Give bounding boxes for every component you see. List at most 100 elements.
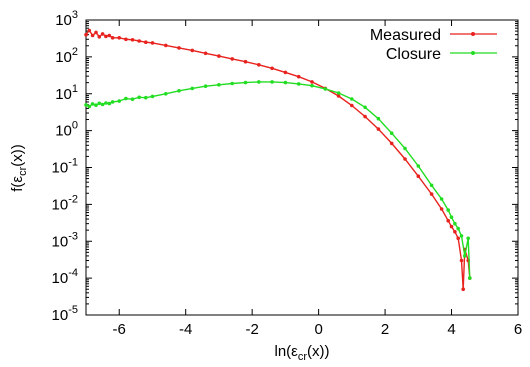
data-point-measured: [150, 41, 155, 45]
data-point-closure: [350, 97, 354, 101]
y-tick-label: 10-1: [52, 157, 78, 177]
data-point-closure: [164, 92, 168, 96]
data-point-measured: [459, 258, 464, 263]
tick-marks: [86, 19, 519, 316]
y-tick-label: 100: [55, 120, 78, 140]
data-point-measured: [461, 287, 466, 292]
data-point-closure: [190, 86, 195, 91]
data-point-measured: [310, 80, 314, 84]
data-point-closure: [416, 164, 421, 168]
x-tick-label: -6: [113, 321, 126, 338]
data-point-closure: [137, 95, 141, 100]
legend-label-closure: Closure: [386, 46, 441, 63]
data-point-closure: [453, 221, 457, 226]
data-point-closure: [376, 116, 381, 121]
series-layer: [84, 28, 472, 292]
data-point-closure: [90, 102, 95, 106]
data-point-measured: [453, 230, 457, 234]
data-point-measured: [100, 32, 105, 36]
data-point-measured: [107, 33, 112, 38]
data-point-closure: [403, 146, 407, 151]
data-point-closure: [468, 276, 472, 280]
data-point-measured: [429, 192, 434, 196]
y-tick-label: 10-2: [52, 193, 78, 213]
data-point-closure: [203, 84, 208, 88]
data-point-closure: [243, 80, 248, 85]
data-point-closure: [144, 95, 148, 100]
data-point-measured: [296, 74, 301, 79]
data-point-measured: [389, 141, 394, 146]
data-point-closure: [217, 83, 221, 87]
data-point-closure: [110, 100, 115, 104]
data-point-measured: [124, 37, 128, 42]
data-point-measured: [456, 236, 461, 241]
data-point-closure: [87, 104, 92, 109]
legend-marker-measured: [471, 32, 475, 36]
x-tick-label: 2: [381, 321, 389, 338]
data-point-measured: [270, 66, 274, 71]
data-point-measured: [164, 43, 168, 48]
data-point-closure: [336, 91, 341, 95]
data-point-closure: [104, 101, 108, 105]
data-point-closure: [94, 103, 98, 107]
data-point-measured: [336, 94, 341, 98]
x-tick-label: 4: [447, 321, 455, 338]
data-point-closure: [296, 82, 301, 86]
data-point-closure: [389, 131, 394, 135]
data-point-measured: [350, 103, 354, 108]
series-line-measured: [85, 29, 471, 290]
data-point-measured: [217, 54, 221, 58]
data-point-measured: [403, 157, 407, 161]
data-point-measured: [257, 63, 261, 67]
data-point-closure: [429, 183, 434, 188]
y-tick-label: 102: [55, 46, 78, 66]
data-point-measured: [230, 57, 234, 61]
data-point-closure: [117, 99, 121, 103]
data-point-measured: [363, 114, 367, 119]
data-point-measured: [97, 35, 102, 39]
tick-labels: -6 -4 -2 0 2 4 6 10-5 10-4 10-3 10-2 10-1 100 101 102 1…: [52, 9, 523, 338]
data-point-measured: [177, 46, 181, 50]
y-tick-label: 103: [55, 9, 78, 29]
data-point-measured: [446, 218, 451, 223]
series-line-closure: [85, 81, 471, 279]
plot-frame: [85, 19, 519, 316]
data-point-closure: [463, 254, 467, 258]
data-point-measured: [94, 30, 98, 35]
x-axis-title: ln(εcr(x)): [274, 343, 329, 363]
data-point-closure: [449, 215, 454, 219]
data-point-closure: [459, 234, 464, 238]
data-point-closure: [456, 226, 461, 231]
data-point-closure: [323, 87, 328, 91]
data-point-closure: [310, 83, 314, 88]
data-point-closure: [124, 96, 128, 101]
y-tick-label: 10-5: [52, 304, 78, 324]
y-tick-label: 10-4: [52, 267, 78, 287]
y-tick-label: 101: [55, 83, 78, 103]
data-point-closure: [446, 208, 451, 212]
data-point-measured: [416, 174, 421, 178]
data-point-closure: [230, 81, 234, 86]
data-point-measured: [283, 70, 288, 75]
y-axis-title: f(εcr(x)): [9, 144, 29, 192]
legend-marker-closure: [471, 51, 475, 55]
data-point-measured: [130, 38, 135, 42]
data-point-measured: [449, 224, 454, 229]
data-point-closure: [84, 103, 88, 107]
data-point-closure: [97, 101, 102, 106]
data-point-closure: [100, 102, 105, 107]
data-point-closure: [130, 97, 135, 101]
x-tick-label: -2: [245, 321, 258, 338]
data-point-closure: [177, 89, 181, 93]
data-point-closure: [363, 105, 367, 110]
data-point-measured: [84, 32, 88, 37]
data-point-closure: [466, 236, 471, 241]
data-point-measured: [190, 48, 195, 53]
data-point-measured: [376, 127, 381, 131]
legend-label-measured: Measured: [370, 27, 441, 44]
x-tick-label: 6: [514, 321, 522, 338]
x-tick-label: 0: [314, 321, 322, 338]
data-point-closure: [107, 101, 112, 106]
data-point-closure: [150, 94, 155, 99]
data-point-measured: [144, 40, 148, 44]
